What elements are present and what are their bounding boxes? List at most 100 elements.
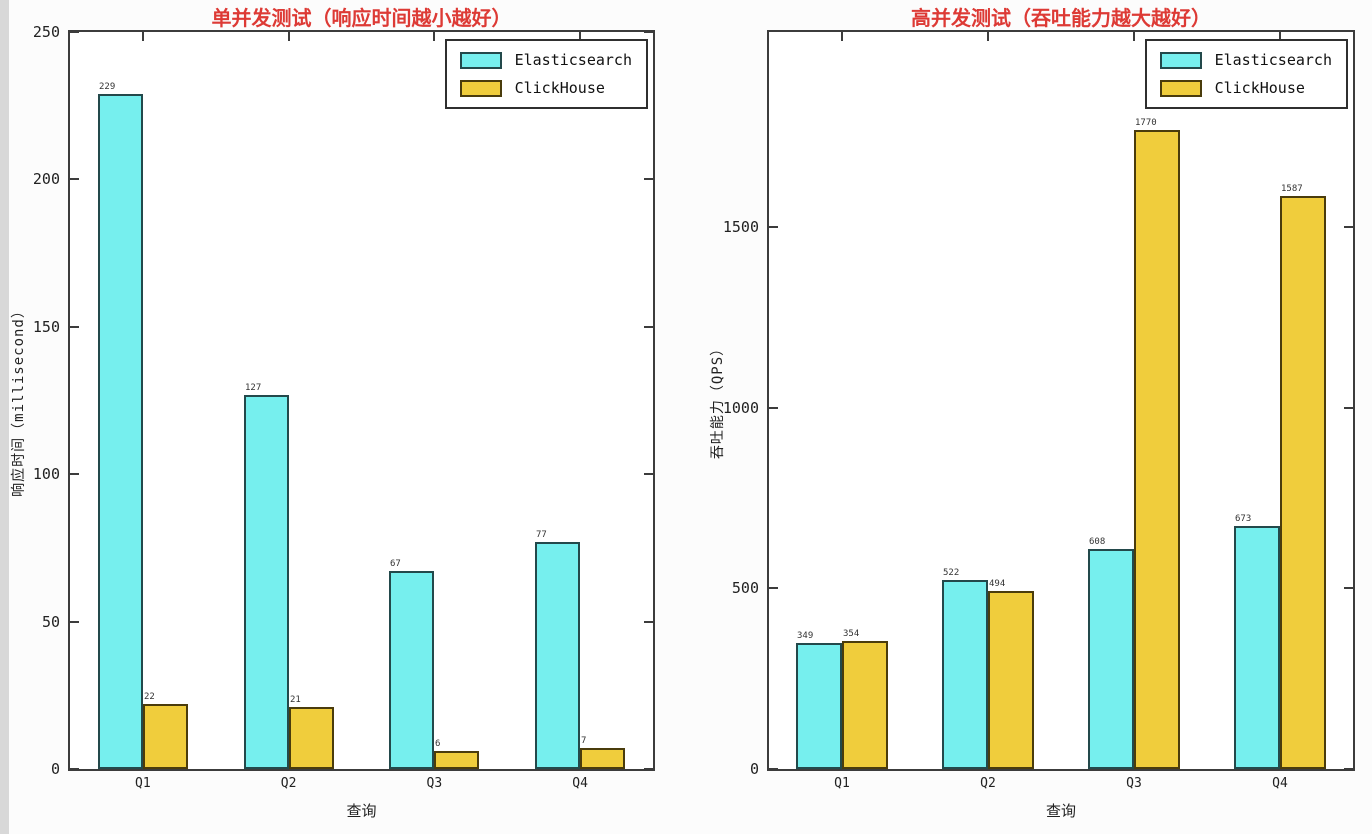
bar-value-label: 608 [1089,537,1106,547]
clickhouse-swatch [459,79,502,97]
bar-elasticsearch-q3 [1088,549,1134,769]
y-tick-mark [1344,406,1353,409]
bar-value-label: 77 [536,530,547,540]
bar-value-label: 522 [943,568,960,578]
x-tick-mark [433,32,436,41]
bar-elasticsearch-q4 [535,542,580,769]
legend-item-clickhouse: ClickHouse [1159,79,1332,97]
y-tick-mark [769,587,778,590]
y-tick-mark [70,325,79,328]
legend: Elasticsearch ClickHouse [1144,39,1348,109]
bar-value-label: 229 [99,82,116,92]
bar-value-label: 67 [390,559,401,569]
legend-label: ClickHouse [1214,79,1305,97]
x-tick-label: Q3 [426,776,443,791]
legend-item-clickhouse: ClickHouse [459,79,632,97]
legend-label: Elasticsearch [514,51,632,69]
y-tick-label: 0 [749,760,759,778]
elasticsearch-swatch [459,51,502,69]
bar-elasticsearch-q2 [244,395,289,769]
bar-value-label: 6 [435,739,441,749]
elasticsearch-swatch [1159,51,1202,69]
bar-elasticsearch-q3 [389,571,434,769]
legend-item-elasticsearch: Elasticsearch [459,51,632,69]
y-tick-mark [769,406,778,409]
y-tick-mark [644,31,653,33]
y-tick-mark [644,325,653,328]
y-tick-label: 500 [731,579,759,598]
y-tick-mark [70,620,79,623]
y-tick-label: 0 [50,760,60,778]
y-tick-label: 150 [32,317,60,336]
y-tick-label: 200 [32,170,60,189]
y-tick-mark [769,226,778,229]
x-tick-mark [141,32,144,41]
x-axis-label: 查询 [346,802,377,820]
x-tick-label: Q2 [980,776,996,791]
bar-clickhouse-q2 [988,591,1034,769]
bar-clickhouse-q4 [1280,196,1326,769]
bar-value-label: 494 [989,579,1006,589]
chart-panel-response-time: 单并发测试（响应时间越小越好） 响应时间（millisecond） 0 50 100… [11,6,655,820]
x-tick-mark [1133,32,1135,41]
x-tick-mark [841,32,843,41]
legend-label: ClickHouse [514,79,605,97]
y-tick-label: 1000 [722,398,759,417]
bar-elasticsearch-q4 [1234,526,1280,769]
y-tick-mark [1344,768,1353,770]
y-tick-mark [70,178,79,181]
bar-clickhouse-q2 [289,707,334,769]
bar-value-label: 1587 [1281,184,1303,194]
bar-value-label: 349 [797,631,814,641]
y-tick-mark [1344,226,1353,229]
y-tick-mark [644,768,653,770]
bar-value-label: 7 [581,736,587,746]
y-tick-mark [70,768,79,770]
chart-title: 高并发测试（吞吐能力越大越好） [911,6,1211,30]
x-axis-label: 查询 [1045,802,1076,820]
chart-title: 单并发测试（响应时间越小越好） [211,6,512,30]
x-tick-mark [987,32,989,41]
y-tick-label: 1500 [722,218,759,237]
bar-elasticsearch-q1 [98,94,143,769]
legend-item-elasticsearch: Elasticsearch [1159,51,1332,69]
x-tick-label: Q1 [135,776,151,791]
plot-area: 0 500 1000 1500 Q1 349 354 Q2 522 494 Q3 608 1770 Q4 6… [723,30,1355,791]
bar-value-label: 22 [144,692,155,702]
x-tick-label: Q2 [280,776,297,791]
bar-clickhouse-q1 [143,704,188,769]
y-tick-label: 250 [32,23,60,41]
bar-value-label: 673 [1235,514,1252,524]
bar-value-label: 127 [245,383,262,393]
y-tick-mark [644,473,653,476]
x-tick-label: Q3 [1126,776,1142,791]
bar-clickhouse-q4 [580,748,625,769]
legend: Elasticsearch ClickHouse [444,39,648,109]
y-tick-mark [644,178,653,181]
bar-value-label: 354 [843,629,860,639]
clickhouse-swatch [1159,79,1202,97]
y-tick-mark [70,473,79,476]
bar-clickhouse-q3 [1134,130,1180,769]
y-tick-label: 50 [41,612,60,631]
y-tick-mark [769,768,778,770]
y-axis-label: 响应时间（millisecond） [11,303,27,497]
bar-elasticsearch-q1 [796,643,842,769]
page-left-edge [0,0,9,834]
y-tick-mark [644,620,653,623]
x-tick-label: Q4 [572,776,588,791]
x-tick-label: Q1 [834,776,850,791]
y-tick-mark [70,31,79,33]
chart-panel-throughput: 高并发测试（吞吐能力越大越好） 吞吐能力（QPS） 0 500 1000 1500 Q1… [686,0,1372,834]
y-tick-label: 100 [32,465,60,484]
x-tick-label: Q4 [1272,776,1288,791]
bar-elasticsearch-q2 [942,580,988,769]
y-tick-mark [1344,587,1353,590]
x-tick-mark [1279,32,1281,41]
plot-area: 0 50 100 150 200 250 Q1 229 22 Q2 127 21 Q3 67 6 Q4 77 7 E… [33,23,655,791]
bar-value-label: 21 [290,695,301,705]
x-tick-mark [579,32,582,41]
bar-value-label: 1770 [1135,118,1157,128]
bar-clickhouse-q1 [842,641,888,769]
